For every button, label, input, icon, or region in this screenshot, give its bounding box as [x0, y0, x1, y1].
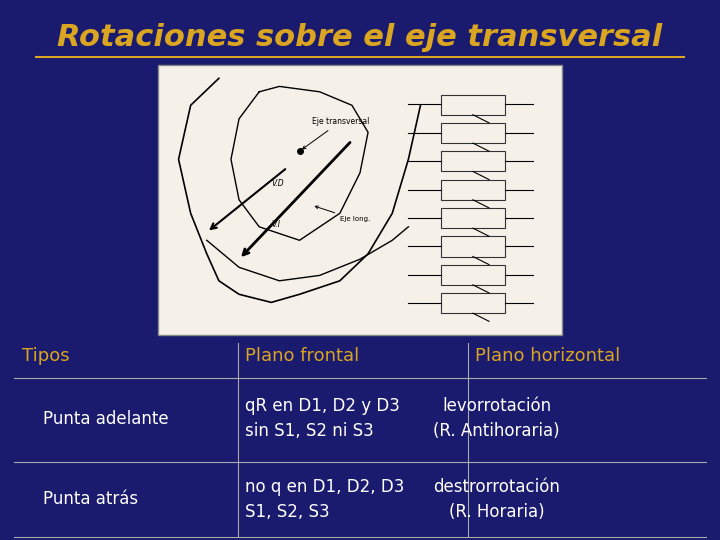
Bar	[441, 237, 505, 256]
Text: Plano horizontal: Plano horizontal	[475, 347, 621, 366]
Text: Tipos: Tipos	[22, 347, 69, 366]
Text: no q en D1, D2, D3
S1, S2, S3: no q en D1, D2, D3 S1, S2, S3	[245, 478, 404, 521]
Text: Punta atrás: Punta atrás	[43, 490, 138, 509]
Text: V.D: V.D	[271, 179, 284, 188]
Text: Eje long.: Eje long.	[315, 206, 370, 222]
Text: Eje transversal: Eje transversal	[302, 117, 369, 149]
Bar	[441, 293, 505, 313]
Text: levorrotación
(R. Antihoraria): levorrotación (R. Antihoraria)	[433, 397, 560, 440]
Bar	[441, 179, 505, 200]
Text: destrorrotación
(R. Horaria): destrorrotación (R. Horaria)	[433, 478, 560, 521]
Text: V.I: V.I	[271, 220, 280, 229]
Bar	[441, 265, 505, 285]
Bar	[441, 208, 505, 228]
Bar	[441, 94, 505, 115]
Text: Punta adelante: Punta adelante	[43, 409, 168, 428]
FancyBboxPatch shape	[158, 65, 562, 335]
Text: qR en D1, D2 y D3
sin S1, S2 ni S3: qR en D1, D2 y D3 sin S1, S2 ni S3	[245, 397, 400, 440]
Text: Plano frontal: Plano frontal	[245, 347, 359, 366]
Text: Rotaciones sobre el eje transversal: Rotaciones sobre el eje transversal	[58, 23, 662, 52]
Bar	[441, 151, 505, 172]
Bar	[441, 123, 505, 143]
